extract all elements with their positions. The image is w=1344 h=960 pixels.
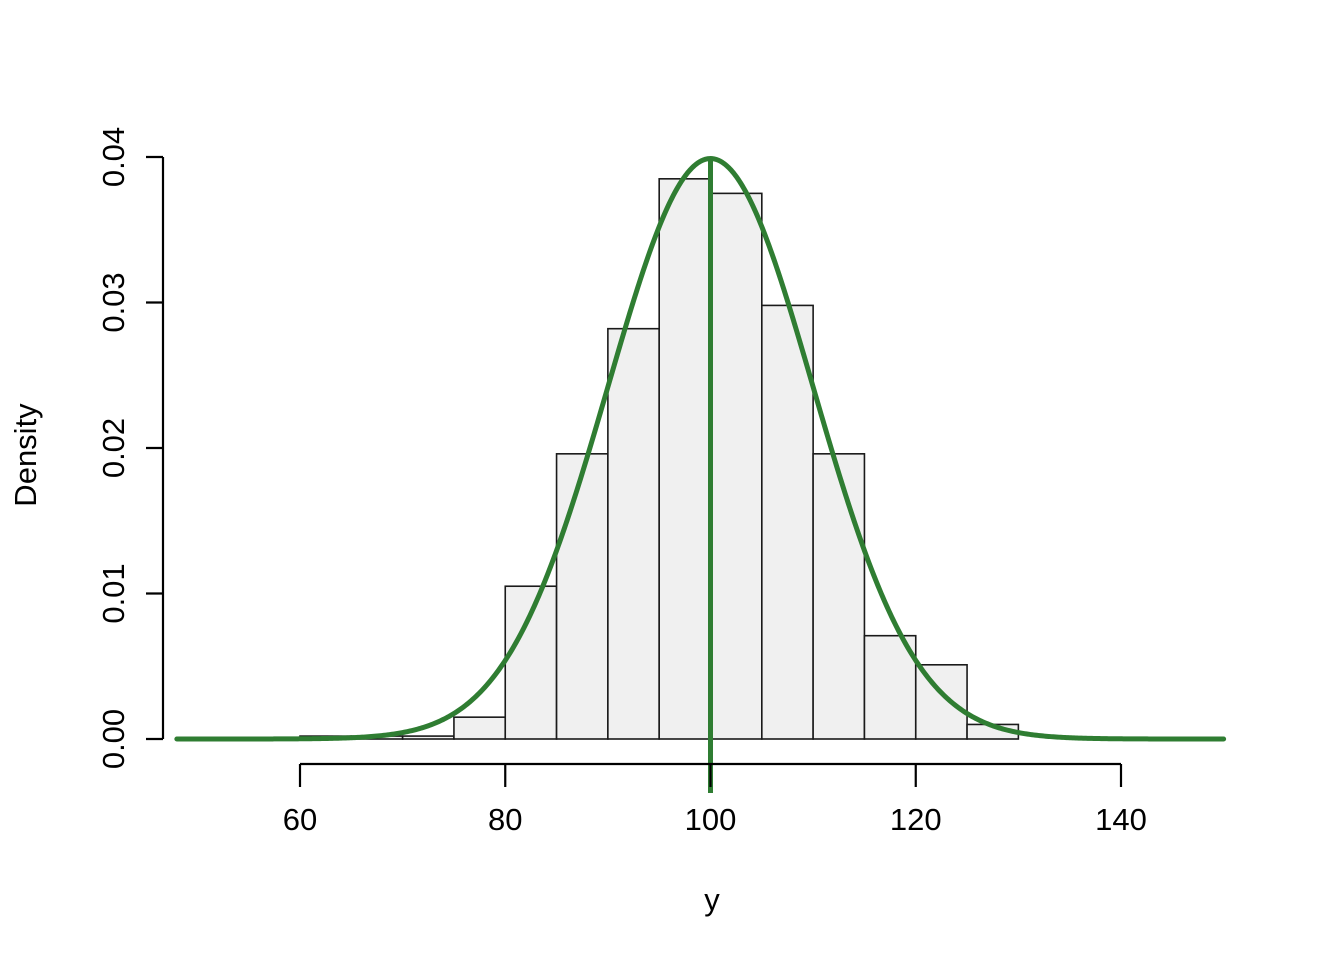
histogram-bar xyxy=(709,192,763,740)
x-axis-ticks xyxy=(298,764,1123,787)
histogram-bar xyxy=(863,634,917,740)
x-axis-tick-label: 100 xyxy=(685,802,737,837)
histogram-bar xyxy=(812,453,866,740)
x-axis-tick-labels: 60 80 100 120 140 xyxy=(283,802,1147,837)
x-axis-title: y xyxy=(704,882,720,917)
histogram-bar xyxy=(658,178,712,740)
histogram-bar xyxy=(914,663,968,740)
y-axis-ticks xyxy=(146,155,163,741)
y-axis: 0.00 0.01 0.02 0.03 0.04 xyxy=(96,127,165,769)
x-axis-tick-label: 120 xyxy=(890,802,942,837)
histogram-bars xyxy=(299,178,1020,740)
histogram-bar xyxy=(555,453,609,740)
y-axis-tick-label: 0.02 xyxy=(96,418,131,478)
histogram-bar xyxy=(401,735,455,740)
y-axis-tick-label: 0.04 xyxy=(96,127,131,187)
normal-density-curve xyxy=(174,156,1227,742)
y-axis-title: Density xyxy=(8,403,43,507)
histogram-bar xyxy=(607,327,660,740)
histogram-bar xyxy=(761,304,814,740)
x-axis-tick-label: 140 xyxy=(1095,802,1147,837)
y-axis-tick-labels: 0.00 0.01 0.02 0.03 0.04 xyxy=(96,127,131,769)
histogram-bar xyxy=(453,716,507,740)
x-axis-tick-label: 60 xyxy=(283,802,317,837)
x-axis: 60 80 100 120 140 xyxy=(283,762,1147,837)
y-axis-tick-label: 0.03 xyxy=(96,272,131,332)
x-axis-tick-label: 80 xyxy=(488,802,522,837)
y-axis-tick-label: 0.00 xyxy=(96,709,131,769)
y-axis-tick-label: 0.01 xyxy=(96,563,131,623)
